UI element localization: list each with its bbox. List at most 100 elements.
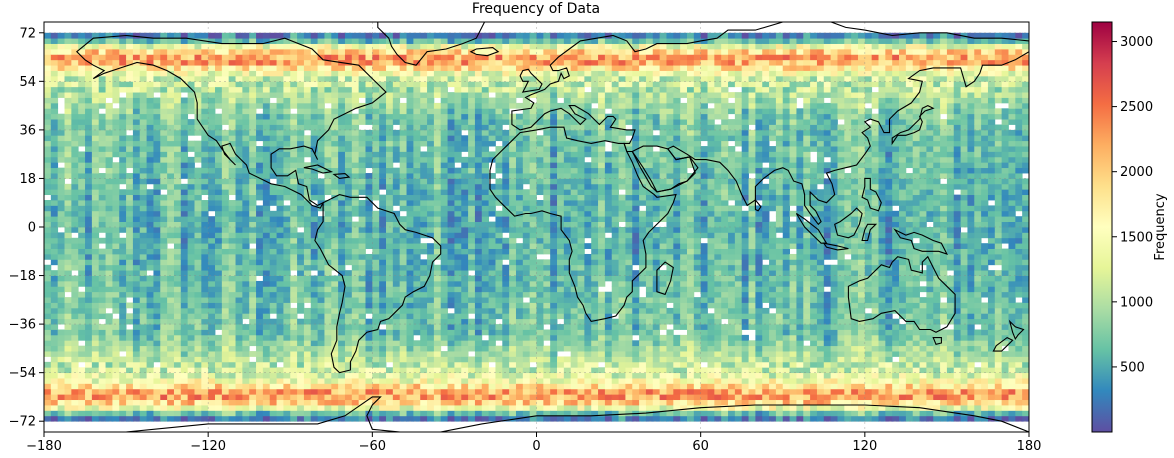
heatmap-cell <box>98 65 106 71</box>
heatmap-cell <box>242 313 250 320</box>
heatmap-cell <box>276 156 284 163</box>
heatmap-cell <box>509 275 517 282</box>
heatmap-cell <box>351 388 360 395</box>
heatmap-cell <box>242 189 250 196</box>
heatmap-cell <box>297 129 305 136</box>
heatmap-cell <box>440 329 448 336</box>
heatmap-cell <box>481 140 490 147</box>
heatmap-cell <box>71 167 79 174</box>
heatmap-cell <box>392 43 401 50</box>
heatmap-cell <box>303 108 312 115</box>
heatmap-cell <box>365 410 373 417</box>
heatmap-cell <box>406 318 414 325</box>
heatmap-cell <box>119 361 127 368</box>
heatmap-cell <box>515 70 524 77</box>
heatmap-cell <box>338 200 346 206</box>
heatmap-cell <box>57 65 65 71</box>
heatmap-cell <box>208 75 216 82</box>
heatmap-cell <box>112 92 120 98</box>
heatmap-cell <box>249 81 257 88</box>
heatmap-cell <box>379 259 387 266</box>
heatmap-cell <box>515 367 524 374</box>
heatmap-cell <box>488 383 496 390</box>
heatmap-cell <box>173 205 182 212</box>
heatmap-cell <box>57 345 65 352</box>
heatmap-cell <box>139 367 147 374</box>
heatmap-cell <box>413 43 421 50</box>
heatmap-cell <box>187 307 195 314</box>
heatmap-cell <box>324 205 332 212</box>
heatmap-cell <box>351 135 360 142</box>
heatmap-cell <box>495 162 503 169</box>
heatmap-cell <box>399 345 407 352</box>
heatmap-cell <box>297 237 305 244</box>
heatmap-cell <box>201 43 209 50</box>
heatmap-cell <box>153 302 161 309</box>
heatmap-cell <box>139 388 147 395</box>
heatmap-cell <box>331 129 339 136</box>
heatmap-cell <box>139 415 147 422</box>
heatmap-cell <box>167 237 175 244</box>
heatmap-cell <box>522 75 531 82</box>
heatmap-cell <box>180 54 189 61</box>
heatmap-cell <box>242 146 250 152</box>
heatmap-cell <box>262 345 271 352</box>
heatmap-cell <box>242 351 250 357</box>
heatmap-cell <box>71 415 79 422</box>
heatmap-cell <box>146 405 154 411</box>
heatmap-cell <box>317 340 325 347</box>
heatmap-cell <box>276 297 284 303</box>
heatmap-cell <box>297 113 305 120</box>
heatmap-cell <box>290 178 298 185</box>
heatmap-cell <box>146 210 154 217</box>
heatmap-cell <box>420 378 428 384</box>
heatmap-cell <box>44 216 52 222</box>
heatmap-cell <box>249 102 257 109</box>
heatmap-cell <box>413 146 421 152</box>
heatmap-cell <box>57 38 65 44</box>
heatmap-cell <box>105 43 113 50</box>
heatmap-cell <box>153 140 161 147</box>
heatmap-cell <box>358 32 366 39</box>
heatmap-cell <box>440 356 448 363</box>
heatmap-cell <box>461 307 469 314</box>
heatmap-cell <box>221 297 230 303</box>
heatmap-cell <box>365 113 373 120</box>
heatmap-cell <box>468 297 476 303</box>
heatmap-cell <box>180 189 189 196</box>
heatmap-cell <box>262 119 271 125</box>
heatmap-cell <box>208 183 216 190</box>
heatmap-cell <box>399 367 407 374</box>
heatmap-cell <box>509 399 517 406</box>
heatmap-cell <box>509 124 517 131</box>
heatmap-cell <box>481 302 490 309</box>
heatmap-cell <box>406 32 414 39</box>
heatmap-cell <box>351 173 360 179</box>
heatmap-cell <box>242 410 250 417</box>
heatmap-cell <box>495 259 503 266</box>
heatmap-cell <box>242 205 250 212</box>
heatmap-cell <box>474 205 483 212</box>
heatmap-cell <box>85 405 93 411</box>
heatmap-cell <box>208 140 216 147</box>
heatmap-cell <box>468 178 476 185</box>
heatmap-cell <box>91 65 100 71</box>
heatmap-cell <box>338 216 346 222</box>
heatmap-cell <box>105 264 113 271</box>
heatmap-cell <box>290 253 298 260</box>
heatmap-cell <box>208 81 216 88</box>
heatmap-cell <box>105 248 113 255</box>
heatmap-cell <box>522 48 531 55</box>
heatmap-cell <box>427 135 435 142</box>
heatmap-cell <box>71 405 79 411</box>
heatmap-cell <box>262 361 271 368</box>
heatmap-cell <box>208 259 216 266</box>
heatmap-cell <box>167 313 175 320</box>
heatmap-cell <box>488 221 496 228</box>
heatmap-cell <box>44 200 52 206</box>
heatmap-cell <box>303 194 312 201</box>
heatmap-cell <box>420 32 428 39</box>
heatmap-cell <box>173 394 182 401</box>
heatmap-cell <box>64 183 72 190</box>
heatmap-cell <box>310 280 319 287</box>
